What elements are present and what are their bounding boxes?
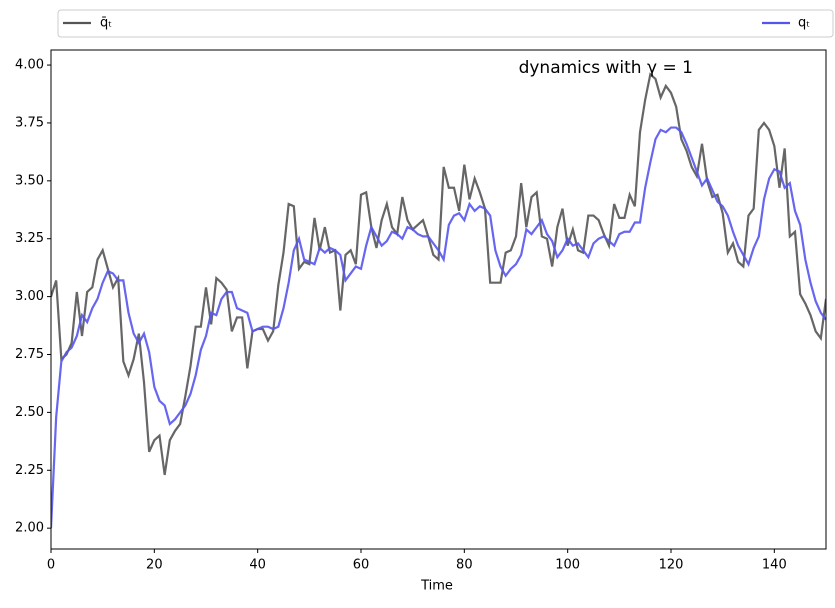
y-tick-label: 3.50 (15, 173, 44, 188)
x-tick-label: 120 (659, 558, 684, 573)
x-tick-label: 20 (146, 558, 163, 573)
plot-frame (50, 49, 827, 550)
x-tick-label: 100 (555, 558, 580, 573)
y-tick-label: 2.50 (15, 405, 44, 420)
legend-label: qₜ (798, 16, 810, 31)
y-tick-label: 3.00 (15, 289, 44, 304)
x-tick-label: 140 (762, 558, 787, 573)
y-tick-label: 4.00 (15, 58, 44, 73)
y-tick-label: 2.25 (15, 463, 44, 478)
y-tick-label: 2.00 (15, 521, 44, 536)
y-tick-label: 3.75 (15, 115, 44, 130)
x-tick-label: 0 (47, 558, 55, 573)
y-tick-label: 2.75 (15, 347, 44, 362)
legend-label: q̄ₜ (100, 16, 112, 31)
legend-box (57, 9, 834, 38)
y-tick-label: 3.25 (15, 231, 44, 246)
annotation: dynamics with γ = 1 (519, 58, 693, 78)
x-tick-label: 40 (249, 558, 266, 573)
series-line (51, 126, 826, 529)
x-tick-label: 80 (456, 558, 473, 573)
series-line (51, 72, 826, 476)
x-axis-label: Time (420, 579, 453, 594)
x-tick-label: 60 (353, 558, 370, 573)
